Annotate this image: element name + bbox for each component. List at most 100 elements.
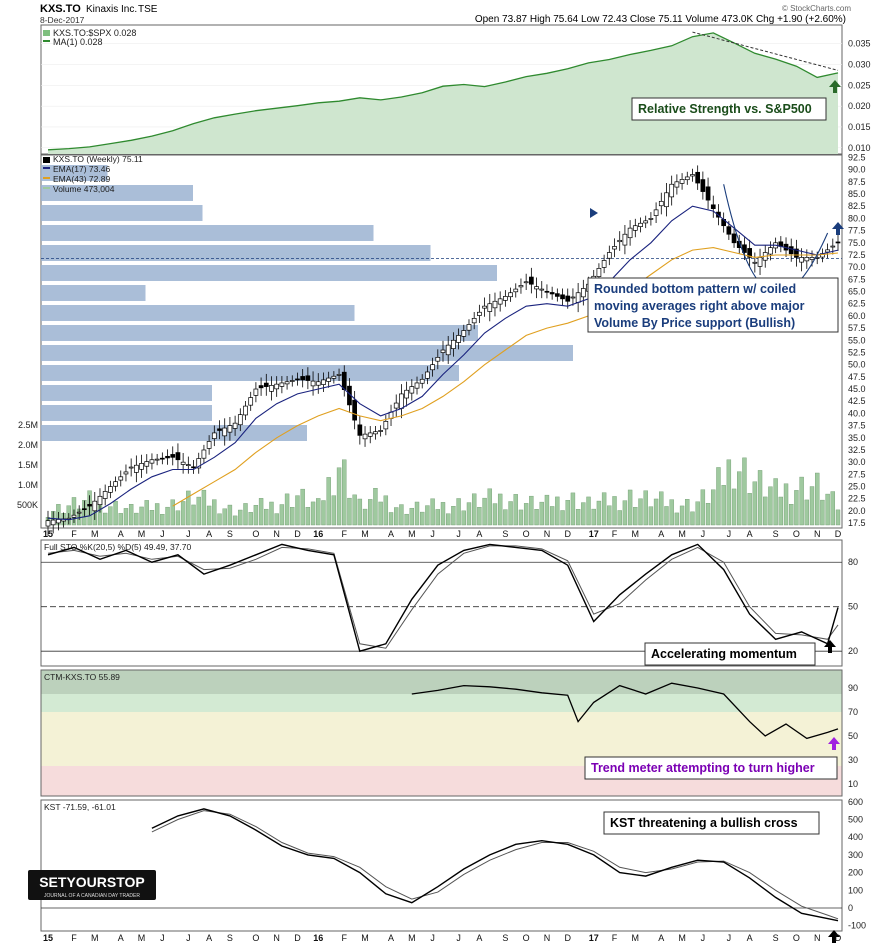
volume-bar [742, 457, 747, 526]
volume-bar [420, 511, 425, 526]
volume-bar [310, 501, 316, 526]
price-tick-label: 50.0 [848, 360, 866, 370]
rs-line [47, 32, 839, 151]
price-tick-label: 32.5 [848, 445, 866, 455]
kst-tick-label: 300 [848, 850, 863, 860]
candle-body [544, 290, 550, 293]
candle-body [118, 476, 124, 481]
candle-body [300, 376, 306, 381]
ctm-tick-label: 70 [848, 707, 858, 717]
price-tick-label: 60.0 [848, 311, 866, 321]
volume-bar [685, 499, 690, 526]
x-tick-label-bottom: M [408, 933, 416, 943]
volume-bar [721, 485, 726, 526]
candle-body [269, 385, 274, 392]
candle-body [477, 311, 482, 316]
price-frame [40, 154, 843, 529]
candle-body [503, 296, 508, 301]
price-tick-label: 47.5 [848, 372, 866, 382]
volume-bar [347, 497, 352, 526]
price-tick-label: 27.5 [848, 469, 866, 479]
candle-body [196, 458, 202, 469]
volume-bar [425, 505, 430, 526]
vbp-bar [41, 205, 203, 221]
x-tick-label: M [91, 529, 99, 539]
stochastics-panel: 80 50 20 Full STO %K(20,5) %D(5) 49.49, 37.… [40, 539, 858, 667]
volume-bar [451, 506, 456, 526]
volume-bar [757, 470, 763, 526]
volume-bar [321, 500, 326, 526]
volume-bar [212, 499, 217, 526]
candle-body [768, 247, 773, 255]
volume-bar [336, 467, 342, 526]
sto-tick-label: 20 [848, 646, 858, 656]
candle-body [274, 383, 280, 390]
kst-tick-label: 500 [848, 814, 863, 824]
price-tick-label: 92.5 [848, 152, 866, 162]
candle-body [726, 226, 732, 235]
candle-body [87, 504, 92, 507]
volume-bar [404, 513, 409, 526]
volume-bar [664, 506, 669, 526]
x-tick-label: O [523, 529, 530, 539]
candle-body [638, 222, 643, 227]
candle-body [710, 204, 716, 209]
candle-body [658, 200, 664, 207]
candle-body [206, 441, 212, 449]
volume-bar [674, 512, 680, 526]
x-tick-label: S [502, 529, 508, 539]
x-tick-label: J [727, 529, 732, 539]
candle-body [159, 457, 165, 460]
candle-body [102, 491, 108, 499]
volume-bar [534, 509, 539, 526]
x-tick-label: D [294, 529, 301, 539]
volume-bar [113, 500, 118, 526]
ctm-panel: 90 70 50 30 10 CTM-KXS.TO 55.89 Trend meter at… [40, 669, 858, 797]
sto-tick-label: 50 [848, 602, 858, 612]
candle-body [674, 181, 680, 188]
volume-bar [394, 507, 399, 526]
candle-body [373, 431, 378, 435]
candle-body [243, 405, 248, 416]
price-tick-label: 87.5 [848, 177, 866, 187]
ohlc-label: Open 73.87 High 75.64 Low 72.43 Close 75… [475, 14, 846, 25]
price-tick-label: 40.0 [848, 408, 866, 418]
logo-text: SETYOURSTOP [39, 874, 145, 890]
candle-body [201, 449, 207, 459]
volume-bar [134, 512, 139, 526]
volume-bar [529, 495, 534, 526]
volume-bar [290, 507, 295, 526]
volume-bar [388, 512, 394, 526]
candle-body [435, 356, 441, 362]
candle-body [409, 386, 415, 394]
volume-bar [295, 495, 300, 526]
rs-tick-label: 0.030 [848, 60, 871, 70]
volume-bar [716, 467, 721, 526]
rs-ma-swatch [43, 40, 50, 42]
x-tick-label-bottom: F [612, 933, 618, 943]
volume-bar [269, 501, 274, 526]
volume-bar [617, 510, 622, 526]
volume-bar [549, 506, 555, 526]
price-tick-label: 57.5 [848, 323, 866, 333]
volume-bar [607, 505, 612, 526]
relative-strength-panel: 0.035 0.030 0.025 0.020 0.015 0.010 KXS.TO:$SP… [40, 24, 871, 155]
candle-body [45, 520, 51, 527]
candle-body [180, 461, 186, 465]
x-tick-label: M [361, 529, 369, 539]
volume-bar [258, 498, 264, 526]
candle-body [76, 511, 82, 514]
candle-body [508, 292, 513, 298]
volume-bar [253, 505, 259, 526]
candle-body [82, 508, 87, 511]
volume-bar [123, 508, 129, 526]
volume-bar [570, 492, 576, 526]
volume-bar [783, 483, 789, 526]
kst-panel: 600 500 400 300 200 100 0 -100 KST -71.59, -61.0… [28, 797, 866, 943]
x-tick-label-bottom: O [523, 933, 530, 943]
x-tick-label-bottom: M [632, 933, 640, 943]
candle-body [258, 385, 264, 389]
sto-annotation-box [644, 642, 816, 666]
volume-bar [700, 489, 706, 526]
volume-bar [108, 506, 113, 526]
